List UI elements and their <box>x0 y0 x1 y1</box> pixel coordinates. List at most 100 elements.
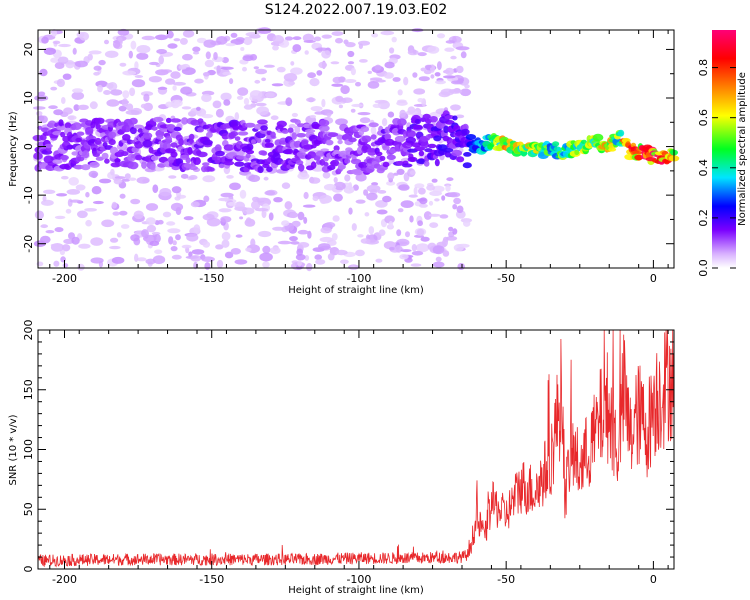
noise-blob <box>124 173 131 180</box>
noise-blob <box>110 237 119 243</box>
band-blob <box>181 117 189 125</box>
noise-blob <box>54 215 66 220</box>
band-blob <box>171 165 181 171</box>
noise-blob <box>281 182 291 189</box>
noise-blob <box>92 200 104 205</box>
band-blob <box>122 134 131 141</box>
band-blob <box>52 131 63 136</box>
noise-blob <box>178 64 187 70</box>
noise-blob <box>77 104 89 111</box>
noise-blob <box>418 203 428 208</box>
band-blob <box>284 148 294 155</box>
noise-blob <box>289 236 298 242</box>
noise-blob <box>182 53 193 61</box>
noise-blob <box>409 215 414 223</box>
y-tick-label: 0 <box>22 566 35 573</box>
band-blob <box>463 152 472 157</box>
noise-blob <box>193 224 201 234</box>
noise-blob <box>256 106 269 116</box>
band-blob <box>246 143 254 151</box>
band-blob <box>218 163 225 169</box>
band-blob <box>386 154 396 160</box>
noise-blob <box>48 105 58 110</box>
noise-blob <box>167 43 178 49</box>
noise-blob <box>368 226 375 235</box>
noise-blob <box>395 245 403 253</box>
y-tick-label: 10 <box>22 91 35 105</box>
noise-blob <box>68 177 79 186</box>
noise-blob <box>230 248 241 255</box>
noise-blob <box>363 189 369 196</box>
spectrogram-x-ticks: -200 -150 -100 -50 0 <box>49 30 669 285</box>
noise-blob <box>41 36 49 44</box>
noise-blob <box>464 84 470 89</box>
noise-blob <box>397 89 403 96</box>
noise-blob <box>101 219 115 228</box>
band-blob <box>296 133 307 138</box>
noise-blob <box>145 217 156 226</box>
band-blob <box>114 158 121 163</box>
noise-blob <box>77 263 85 271</box>
noise-blob <box>74 60 88 68</box>
noise-blob <box>396 100 408 106</box>
noise-blob <box>259 252 273 262</box>
band-blob <box>310 161 317 169</box>
noise-blob <box>216 65 221 74</box>
band-blob <box>108 131 117 139</box>
noise-blob <box>320 227 332 234</box>
noise-blob <box>304 50 309 55</box>
noise-blob <box>283 73 298 82</box>
x-tick-label: -200 <box>52 573 77 586</box>
band-blob <box>264 138 271 143</box>
noise-blob <box>303 191 309 200</box>
band-blob <box>304 129 316 133</box>
band-blob <box>85 126 94 135</box>
x-tick-label: -50 <box>497 272 515 285</box>
noise-blob <box>133 210 144 220</box>
snr-y-ticks: 0 50 100 150 200 <box>22 320 674 573</box>
noise-blob <box>320 148 330 152</box>
noise-blob <box>125 110 140 115</box>
noise-blob <box>235 234 243 238</box>
noise-blob <box>188 175 198 180</box>
band-blob <box>76 131 85 136</box>
noise-blob <box>344 174 351 182</box>
heatmap-cells <box>32 27 680 272</box>
band-blob <box>452 115 458 121</box>
noise-blob <box>128 177 137 181</box>
colorbar-tick-label: 0.0 <box>697 259 710 277</box>
band-blob <box>244 122 256 128</box>
noise-blob <box>43 189 56 194</box>
band-blob <box>418 150 425 157</box>
noise-blob <box>141 229 149 238</box>
noise-blob <box>417 52 427 57</box>
x-tick-label: -150 <box>199 272 224 285</box>
band-blob <box>379 155 386 161</box>
noise-blob <box>225 43 236 47</box>
noise-blob <box>239 216 244 220</box>
band-blob <box>456 156 465 163</box>
band-blob <box>281 129 289 134</box>
band-blob <box>420 141 429 149</box>
noise-blob <box>387 172 395 180</box>
noise-blob <box>432 245 445 255</box>
band-blob <box>178 138 184 146</box>
band-blob <box>465 134 477 140</box>
band-blob <box>423 160 430 167</box>
noise-blob <box>196 106 201 111</box>
noise-blob <box>407 49 419 56</box>
band-blob <box>608 147 617 152</box>
noise-blob <box>106 99 120 107</box>
noise-blob <box>186 233 199 242</box>
noise-blob <box>111 256 125 264</box>
noise-blob <box>314 254 323 260</box>
band-blob <box>318 124 330 132</box>
band-blob <box>188 133 195 140</box>
noise-blob <box>136 45 151 54</box>
noise-blob <box>273 197 283 203</box>
noise-blob <box>448 88 463 94</box>
band-blob <box>443 125 449 134</box>
noise-blob <box>113 178 123 185</box>
noise-blob <box>62 263 69 268</box>
colorbar-tick-label: 0.2 <box>697 209 710 227</box>
